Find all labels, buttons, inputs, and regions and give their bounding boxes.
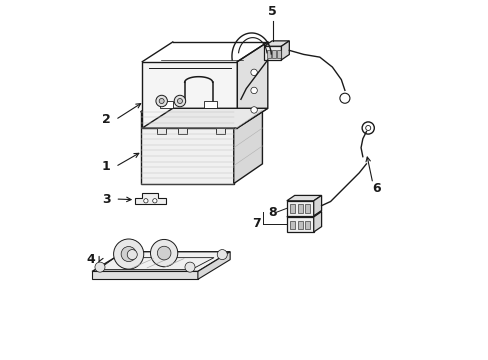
Circle shape — [157, 246, 171, 260]
Polygon shape — [264, 41, 289, 46]
Text: 3: 3 — [102, 193, 110, 206]
Text: 8: 8 — [267, 206, 276, 219]
Polygon shape — [264, 46, 281, 60]
Polygon shape — [233, 92, 262, 184]
Bar — [305, 204, 309, 213]
Bar — [271, 50, 275, 58]
Bar — [297, 221, 302, 229]
Text: 2: 2 — [102, 113, 111, 126]
Polygon shape — [313, 195, 321, 216]
Polygon shape — [313, 212, 321, 232]
Bar — [204, 101, 217, 108]
Bar — [305, 221, 309, 229]
Polygon shape — [281, 41, 289, 60]
Circle shape — [250, 69, 257, 76]
Circle shape — [217, 249, 227, 260]
Bar — [277, 50, 280, 58]
Circle shape — [113, 239, 143, 269]
Text: 4: 4 — [86, 253, 95, 266]
Bar — [297, 204, 302, 213]
Polygon shape — [135, 193, 165, 204]
Bar — [159, 101, 172, 108]
Polygon shape — [140, 92, 262, 112]
Circle shape — [121, 247, 136, 262]
Circle shape — [250, 107, 257, 113]
Polygon shape — [286, 201, 313, 216]
Circle shape — [184, 262, 195, 272]
Polygon shape — [286, 217, 313, 232]
Circle shape — [250, 87, 257, 94]
Bar — [290, 204, 294, 213]
Bar — [215, 128, 224, 134]
Circle shape — [156, 95, 167, 107]
Circle shape — [95, 262, 105, 272]
Polygon shape — [286, 195, 321, 201]
Circle shape — [159, 99, 164, 104]
Circle shape — [150, 239, 178, 267]
Polygon shape — [92, 271, 198, 279]
Polygon shape — [142, 62, 237, 128]
Polygon shape — [286, 212, 321, 217]
Bar — [156, 128, 165, 134]
Bar — [290, 221, 294, 229]
Text: 6: 6 — [371, 183, 380, 195]
Circle shape — [152, 199, 157, 203]
Text: 5: 5 — [268, 5, 277, 18]
Text: 1: 1 — [102, 160, 111, 173]
Circle shape — [174, 95, 185, 107]
Circle shape — [143, 199, 148, 203]
Bar — [266, 50, 270, 58]
Polygon shape — [198, 252, 230, 279]
Polygon shape — [237, 42, 267, 128]
Polygon shape — [92, 252, 230, 271]
Polygon shape — [142, 108, 267, 128]
Circle shape — [127, 249, 137, 260]
Circle shape — [177, 99, 182, 104]
Text: 7: 7 — [252, 217, 261, 230]
Bar — [178, 128, 187, 134]
Polygon shape — [140, 112, 233, 184]
